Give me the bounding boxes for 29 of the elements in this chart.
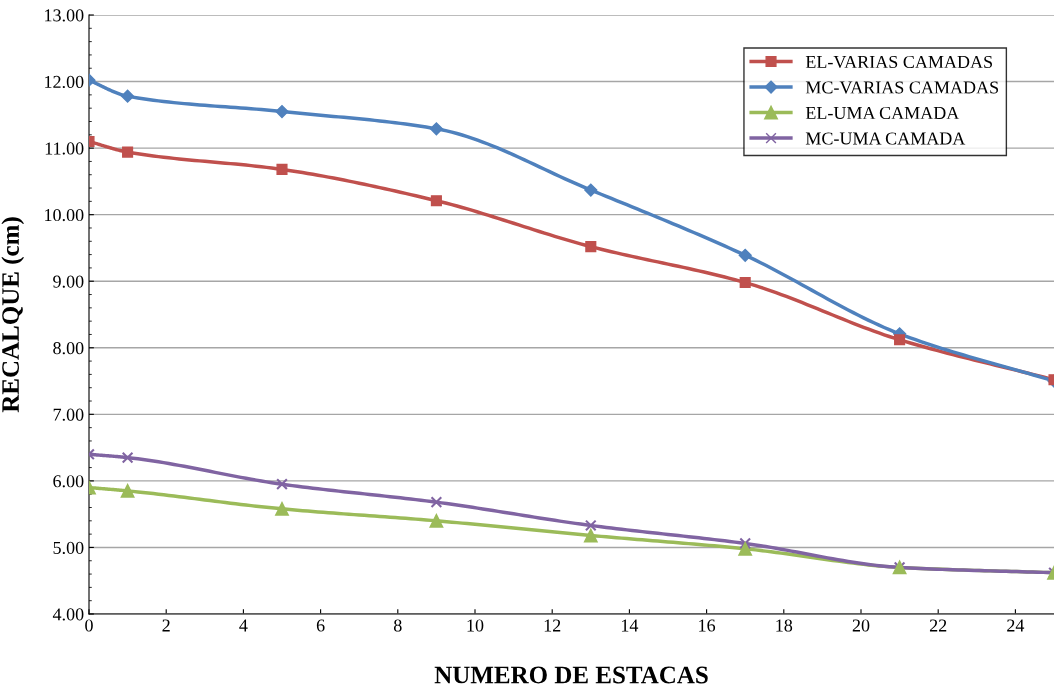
legend-label: MC-VARIAS CAMADAS <box>805 81 999 94</box>
x-tick-label: 24 <box>1007 619 1025 632</box>
x-tick-label: 16 <box>699 619 716 632</box>
y-tick-label: 7.00 <box>53 408 84 421</box>
x-axis-title: NUMERO DE ESTACAS <box>434 666 708 684</box>
y-tick-label: 10.00 <box>45 208 84 222</box>
y-axis-title: RECALQUE (cm) <box>1 217 25 413</box>
x-tick-label: 4 <box>239 619 248 632</box>
y-tick-label: 5.00 <box>53 541 84 554</box>
y-tick-label: 4.00 <box>52 608 84 621</box>
legend-label: EL-UMA CAMADA <box>805 106 960 120</box>
x-tick-label: 2 <box>162 619 170 632</box>
y-tick-label: 8.00 <box>53 342 84 355</box>
legend-label: MC-UMA CAMADA <box>805 132 966 145</box>
x-tick-label: 8 <box>393 619 402 632</box>
legend-label: EL-VARIAS CAMADAS <box>805 55 992 69</box>
y-tick-label: 12.00 <box>45 75 84 89</box>
x-tick-label: 18 <box>776 619 793 632</box>
x-tick-label: 14 <box>621 619 639 632</box>
x-tick-label: 6 <box>316 619 325 632</box>
y-tick-label: 11.00 <box>45 142 84 155</box>
x-tick-label: 22 <box>929 619 947 632</box>
x-tick-label: 12 <box>544 619 561 632</box>
y-tick-label: 6.00 <box>53 475 84 488</box>
x-tick-label: 0 <box>85 619 93 632</box>
x-tick-label: 10 <box>467 619 484 632</box>
y-tick-label: 9.00 <box>53 275 84 288</box>
y-tick-label: 13.00 <box>45 9 84 22</box>
x-tick-label: 20 <box>852 619 870 632</box>
